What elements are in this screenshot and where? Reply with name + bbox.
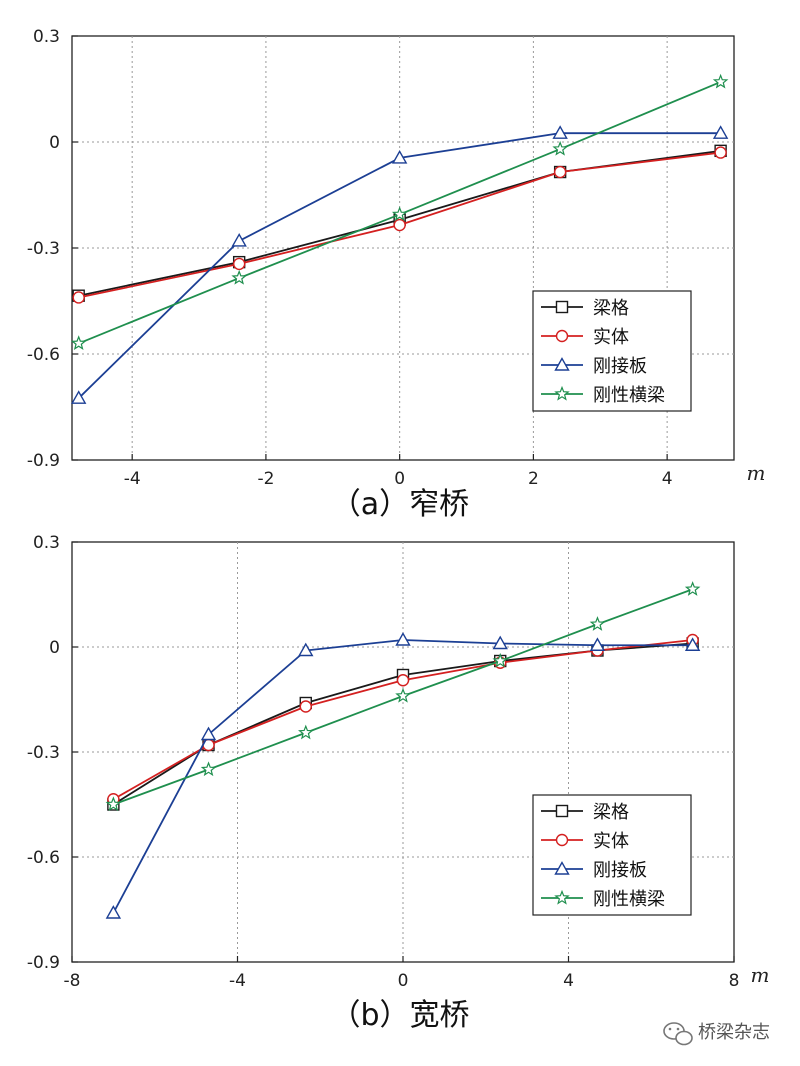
x-tick-label: -2 [257, 469, 274, 489]
data-point [298, 724, 314, 740]
data-point [72, 291, 85, 304]
legend-item: 刚性横梁 [541, 889, 665, 910]
data-point [492, 635, 508, 650]
y-tick-label: -0.6 [27, 345, 60, 365]
x-tick-label: -8 [64, 971, 81, 991]
x-axis-label: m [747, 461, 766, 485]
y-tick-label: -0.9 [27, 953, 60, 973]
x-tick-label: 4 [662, 469, 673, 489]
watermark: 桥梁杂志 [663, 1022, 770, 1046]
legend-marker [554, 889, 570, 905]
chart-caption: （a）窄桥 [331, 487, 469, 522]
y-tick-label: 0.3 [33, 533, 60, 553]
legend-marker [555, 833, 569, 847]
data-point [200, 726, 217, 741]
x-tick-label: 8 [729, 971, 740, 991]
series-triangle [105, 632, 701, 919]
data-point [712, 125, 729, 139]
legend-label: 实体 [593, 831, 629, 852]
data-point [553, 165, 567, 179]
data-point [712, 73, 729, 89]
legend-item: 梁格 [541, 298, 629, 319]
y-tick-label: 0.3 [33, 27, 60, 47]
x-tick-label: 2 [528, 469, 539, 489]
data-point [391, 149, 408, 164]
legend-marker [554, 357, 570, 371]
legend-label: 刚性横梁 [593, 889, 665, 910]
y-tick-label: -0.3 [27, 743, 60, 763]
data-point [714, 146, 727, 159]
data-point [299, 700, 312, 713]
x-tick-label: 0 [398, 971, 409, 991]
legend-marker [554, 861, 570, 875]
x-tick-label: 0 [394, 469, 405, 489]
legend-item: 刚性横梁 [541, 385, 665, 406]
legend-item: 实体 [541, 831, 629, 852]
legend-label: 刚性横梁 [593, 385, 665, 406]
x-axis-label: m [751, 963, 770, 987]
wechat-icon [663, 1022, 693, 1046]
data-point [231, 269, 247, 285]
series-triangle [70, 125, 729, 404]
legend-marker [555, 804, 569, 818]
data-point [684, 581, 701, 596]
legend-marker [555, 300, 569, 314]
y-tick-label: -0.9 [27, 451, 60, 471]
series-star [70, 73, 729, 351]
legend-label: 梁格 [593, 298, 629, 319]
y-tick-label: -0.6 [27, 848, 60, 868]
data-point [552, 140, 568, 156]
legend-label: 实体 [593, 327, 629, 348]
data-point [391, 206, 408, 222]
data-point [492, 652, 508, 668]
data-point [393, 218, 406, 232]
watermark-text: 桥梁杂志 [698, 1022, 770, 1043]
data-point [105, 796, 122, 812]
legend-label: 刚接板 [593, 356, 647, 377]
data-point [589, 616, 606, 631]
y-tick-label: -0.3 [27, 239, 60, 259]
data-point [552, 125, 568, 139]
legend-label: 刚接板 [593, 860, 647, 881]
data-point [232, 257, 246, 271]
legend-label: 梁格 [593, 802, 629, 823]
x-tick-label: -4 [124, 469, 141, 489]
data-point [395, 632, 411, 646]
legend-item: 刚接板 [541, 356, 647, 377]
legend-item: 实体 [541, 327, 629, 348]
data-point [589, 637, 606, 651]
legend-marker [555, 329, 569, 343]
series-circle [72, 146, 727, 304]
data-point [231, 233, 247, 247]
y-tick-label: 0 [49, 133, 60, 153]
legend-item: 梁格 [541, 802, 629, 823]
data-point [684, 637, 701, 651]
legend-marker [554, 385, 570, 401]
data-point [70, 335, 87, 351]
data-point [105, 905, 122, 919]
x-tick-label: 4 [563, 971, 574, 991]
chart-caption: （b）宽桥 [330, 998, 469, 1033]
data-point [396, 674, 410, 687]
y-tick-label: 0 [49, 638, 60, 658]
data-point [395, 687, 411, 703]
data-point [70, 390, 87, 404]
data-point [200, 761, 217, 777]
data-point [298, 642, 314, 657]
legend-item: 刚接板 [541, 860, 647, 881]
x-tick-label: -4 [229, 971, 246, 991]
series-star [105, 581, 701, 812]
